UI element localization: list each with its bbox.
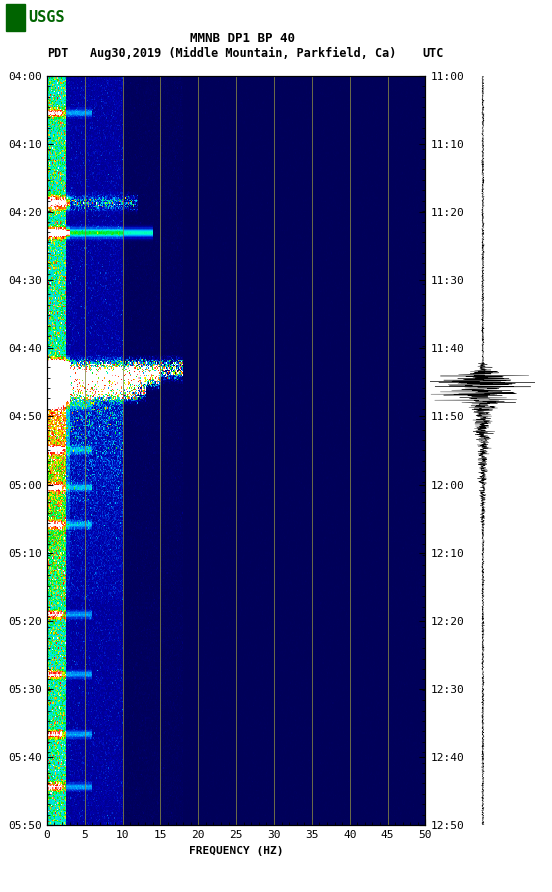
Text: PDT: PDT [47, 47, 68, 60]
Text: MMNB DP1 BP 40: MMNB DP1 BP 40 [190, 32, 295, 45]
X-axis label: FREQUENCY (HZ): FREQUENCY (HZ) [189, 846, 283, 855]
Bar [6, 4, 25, 31]
Text: UTC: UTC [423, 47, 444, 60]
Text: Aug30,2019 (Middle Mountain, Parkfield, Ca): Aug30,2019 (Middle Mountain, Parkfield, … [89, 47, 396, 60]
Text: USGS: USGS [29, 11, 65, 25]
